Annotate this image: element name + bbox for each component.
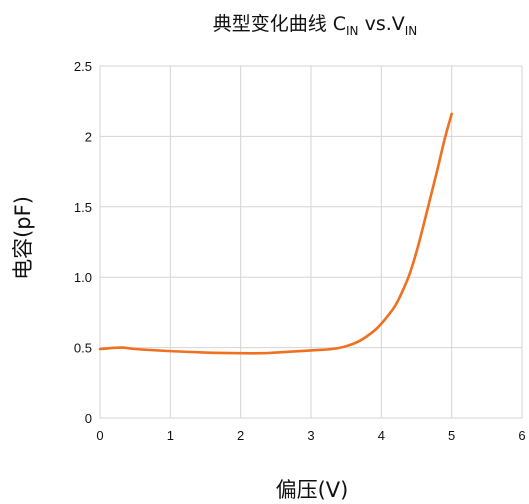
x-ticks: 0 1 2 3 4 5 6	[96, 428, 525, 443]
x-tick-label: 2	[237, 428, 244, 443]
y-tick-label: 2.5	[74, 59, 92, 74]
y-tick-label: 1.0	[74, 270, 92, 285]
chart-title: 典型变化曲线 CIN vs.VIN	[213, 13, 418, 38]
y-tick-label: 2	[85, 129, 92, 144]
x-tick-label: 3	[307, 428, 314, 443]
y-tick-label: 0	[85, 411, 92, 426]
x-tick-label: 5	[448, 428, 455, 443]
y-axis-title: 电容(pF)	[11, 196, 35, 280]
x-tick-label: 4	[378, 428, 385, 443]
y-ticks: 0 0.5 1.0 1.5 2 2.5	[74, 59, 92, 426]
x-axis-title: 偏压(V)	[276, 478, 349, 502]
x-tick-label: 0	[96, 428, 103, 443]
series-line	[98, 112, 453, 355]
x-tick-label: 6	[518, 428, 525, 443]
y-tick-label: 0.5	[74, 341, 92, 356]
grid	[99, 65, 523, 419]
y-tick-label: 1.5	[74, 200, 92, 215]
x-tick-label: 1	[167, 428, 174, 443]
plot-frame	[99, 65, 523, 419]
